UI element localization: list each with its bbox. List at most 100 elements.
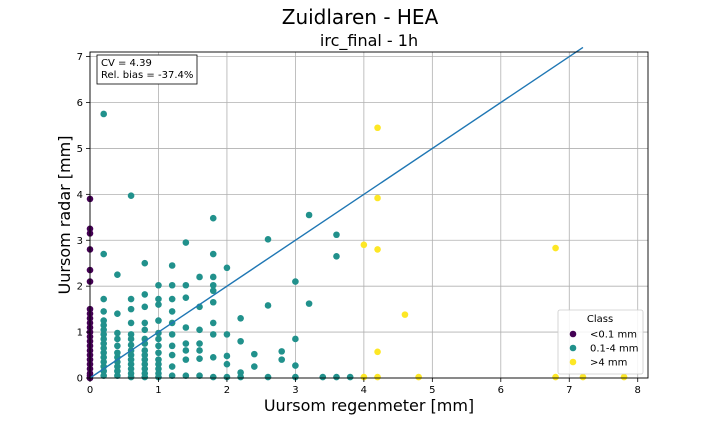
y-tick-label: 6 (77, 98, 83, 109)
y-tick-label: 3 (77, 236, 83, 247)
x-tick-label: 0 (87, 385, 93, 396)
scatter-point-series-1 (237, 337, 244, 345)
scatter-point-series-1 (114, 349, 121, 357)
scatter-point-series-1 (264, 236, 272, 243)
scatter-point-series-1 (100, 326, 107, 334)
y-tick-label: 7 (77, 52, 83, 63)
scatter-point-series-2 (374, 124, 381, 132)
scatter-point-series-2 (620, 373, 628, 381)
scatter-point-series-1 (168, 295, 176, 303)
y-tick-label: 0 (77, 374, 83, 385)
legend-label: <0.1 mm (590, 330, 637, 341)
scatter-point-series-1 (223, 352, 231, 360)
scatter-point-series-1 (237, 369, 244, 376)
scatter-point-series-1 (209, 331, 217, 338)
scatter-point-series-1 (155, 360, 162, 368)
scatter-point-series-1 (292, 373, 299, 381)
scatter-point-series-1 (168, 308, 176, 315)
scatter-point-series-1 (209, 373, 217, 381)
scatter-point-series-1 (141, 347, 149, 354)
legend-label: 0.1-4 mm (590, 344, 639, 355)
scatter-point-series-1 (346, 373, 354, 381)
scatter-point-series-1 (209, 214, 217, 222)
scatter-point-series-1 (223, 360, 231, 368)
x-axis-label: Uursom regenmeter [mm] (264, 396, 474, 415)
scatter-point-series-1 (182, 372, 190, 380)
x-tick-label: 7 (566, 385, 572, 396)
scatter-point-series-1 (141, 351, 149, 359)
scatter-point-series-1 (114, 367, 121, 375)
legend-label: >4 mm (590, 358, 627, 369)
scatter-point-series-1 (100, 110, 107, 118)
scatter-point-series-1 (100, 358, 107, 366)
scatter-point-series-1 (168, 363, 176, 370)
scatter-point-series-1 (141, 291, 149, 298)
scatter-point-series-1 (251, 350, 258, 358)
axes-title: irc_final - 1h (320, 31, 418, 51)
scatter-point-series-1 (196, 340, 203, 347)
scatter-point-series-1 (209, 281, 217, 289)
scatter-point-series-1 (127, 319, 135, 327)
scatter-point-series-1 (223, 264, 231, 272)
scatter-point-series-1 (141, 356, 149, 363)
x-tick-label: 5 (429, 385, 435, 396)
y-axis-ticks: 0 1 2 3 4 5 6 7 (77, 52, 90, 385)
stats-annotation: CV = 4.39 Rel. bias = -37.4% (96, 54, 198, 85)
scatter-point-series-1 (264, 302, 272, 309)
scatter-point-series-1 (114, 310, 121, 318)
annotation-box (96, 54, 198, 85)
scatter-point-series-1 (292, 335, 299, 343)
scatter-point-series-1 (100, 349, 107, 357)
scatter-point-series-1 (278, 356, 286, 363)
data-points (86, 110, 628, 382)
scatter-point-series-1 (209, 250, 217, 258)
scatter-point-series-1 (114, 342, 121, 350)
scatter-point-series-2 (374, 348, 381, 356)
legend: Class <0.1 mm 0.1-4 mm >4 mm (557, 309, 644, 375)
scatter-point-series-1 (155, 335, 162, 343)
scatter-point-series-1 (196, 347, 203, 354)
legend-marker (569, 358, 577, 366)
scatter-point-series-2 (552, 373, 559, 381)
reference-line (89, 46, 584, 379)
scatter-point-series-1 (100, 317, 107, 324)
scatter-point-series-1 (114, 329, 121, 337)
scatter-point-series-1 (141, 303, 149, 311)
scatter-point-series-1 (114, 363, 121, 370)
legend-marker (569, 344, 577, 352)
legend-title: Class (587, 314, 613, 325)
scatter-point-series-1 (237, 315, 244, 322)
x-tick-label: 4 (361, 385, 367, 396)
y-tick-label: 4 (77, 190, 83, 201)
scatter-point-series-1 (127, 335, 135, 343)
scatter-point-series-1 (114, 335, 121, 343)
scatter-point-series-1 (223, 373, 231, 381)
legend-marker (569, 330, 577, 338)
scatter-point-series-1 (168, 281, 176, 289)
scatter-point-series-1 (196, 326, 203, 334)
scatter-point-series-1 (100, 321, 107, 329)
x-tick-label: 8 (635, 385, 641, 396)
scatter-point-series-1 (182, 294, 190, 301)
legend-box (557, 309, 644, 375)
scatter-point-series-1 (100, 354, 107, 361)
scatter-point-series-1 (127, 360, 135, 368)
scatter-point-series-1 (182, 340, 190, 347)
scatter-point-series-2 (374, 194, 381, 202)
scatter-point-series-1 (100, 308, 107, 315)
scatter-point-series-1 (209, 273, 217, 281)
scatter-point-series-1 (182, 281, 190, 289)
scatter-point-series-1 (168, 342, 176, 350)
scatter-point-series-1 (182, 324, 190, 331)
scatter-point-series-1 (209, 287, 217, 295)
y-tick-label: 2 (77, 282, 83, 293)
scatter-point-series-1 (100, 335, 107, 343)
scatter-point-series-1 (100, 344, 107, 352)
scatter-point-series-1 (209, 298, 217, 306)
scatter-point-series-1 (182, 356, 190, 363)
scatter-point-series-1 (333, 253, 340, 260)
scatter-point-series-1 (127, 373, 135, 381)
scatter-point-series-1 (155, 349, 162, 357)
scatter-point-series-1 (168, 372, 176, 380)
scatter-point-series-1 (127, 192, 135, 200)
